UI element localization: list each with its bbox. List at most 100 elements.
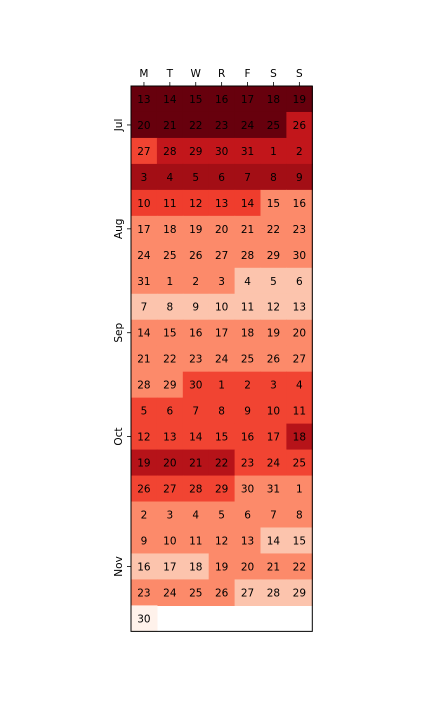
heatmap-cell	[131, 241, 158, 269]
day-number-label: 6	[296, 276, 303, 288]
day-number-label: 17	[241, 94, 254, 106]
day-number-label: 19	[215, 561, 228, 573]
day-number-label: 2	[244, 380, 251, 392]
day-number-label: 27	[137, 146, 150, 158]
day-number-label: 22	[163, 354, 176, 366]
day-number-label: 5	[192, 172, 199, 184]
heatmap-cell	[156, 579, 184, 606]
day-number-label: 3	[141, 172, 148, 184]
heatmap-cell	[156, 189, 184, 217]
day-number-label: 25	[267, 120, 280, 132]
heatmap-cell	[234, 189, 262, 217]
heatmap-cell	[260, 86, 287, 113]
day-number-label: 27	[215, 250, 228, 262]
heatmap-cells	[131, 86, 313, 632]
heatmap-cell	[156, 137, 184, 165]
heatmap-cell	[182, 86, 210, 113]
day-number-label: 20	[163, 458, 176, 470]
weekday-tick-label: W	[191, 68, 202, 80]
day-number-label: 4	[296, 380, 303, 392]
heatmap-cell	[131, 605, 158, 632]
heatmap-cell	[156, 319, 184, 347]
day-number-label: 7	[141, 302, 148, 314]
day-number-label: 18	[293, 432, 306, 444]
day-number-label: 24	[267, 458, 281, 470]
heatmap-cell	[131, 553, 158, 581]
day-number-label: 17	[267, 432, 280, 444]
day-number-label: 11	[293, 406, 306, 418]
heatmap-cell	[260, 111, 287, 139]
day-number-label: 22	[267, 224, 280, 236]
day-number-label: 28	[267, 587, 280, 599]
day-number-label: 26	[293, 120, 307, 132]
heatmap-cell	[234, 397, 262, 425]
heatmap-cell	[156, 111, 184, 139]
day-number-label: 11	[163, 198, 176, 210]
heatmap-cell	[208, 501, 236, 529]
day-number-label: 23	[293, 224, 306, 236]
day-number-label: 28	[163, 146, 176, 158]
day-number-label: 18	[163, 224, 176, 236]
day-number-label: 22	[293, 561, 306, 573]
month-tick-label: Sep	[113, 322, 125, 342]
day-number-label: 23	[189, 354, 202, 366]
day-number-label: 15	[293, 535, 306, 547]
heatmap-cell	[208, 553, 236, 581]
heatmap-cell	[234, 241, 262, 269]
day-number-label: 13	[163, 432, 176, 444]
weekday-tick-label: R	[218, 68, 225, 80]
day-number-label: 4	[244, 276, 251, 288]
heatmap-cell	[182, 163, 210, 191]
day-number-label: 30	[189, 380, 202, 392]
day-number-label: 29	[267, 250, 280, 262]
day-number-label: 10	[267, 406, 280, 418]
day-number-label: 20	[215, 224, 228, 236]
day-number-label: 5	[218, 510, 225, 522]
heatmap-cell	[286, 215, 313, 243]
day-number-label: 9	[192, 302, 199, 314]
day-number-label: 23	[215, 120, 228, 132]
heatmap-cell	[286, 449, 313, 477]
heatmap-cell	[234, 137, 262, 165]
heatmap-cell	[234, 579, 262, 606]
heatmap-cell	[260, 241, 287, 269]
heatmap-cell	[234, 371, 262, 399]
day-number-label: 21	[267, 561, 280, 573]
heatmap-cell	[286, 527, 313, 555]
day-number-label: 3	[167, 510, 174, 522]
day-number-label: 28	[189, 484, 202, 496]
day-number-label: 1	[296, 484, 303, 496]
heatmap-cell	[260, 189, 287, 217]
heatmap-cell	[208, 345, 236, 373]
heatmap-cell	[182, 553, 210, 581]
heatmap-cell	[286, 267, 313, 295]
heatmap-cell	[234, 527, 262, 555]
heatmap-cell	[182, 501, 210, 529]
heatmap-cell	[208, 423, 236, 451]
heatmap-cell	[182, 319, 210, 347]
day-number-label: 21	[137, 354, 150, 366]
heatmap-cell	[182, 423, 210, 451]
day-number-label: 6	[218, 172, 225, 184]
day-number-label: 16	[137, 561, 151, 573]
heatmap-cell	[156, 501, 184, 529]
day-number-label: 2	[296, 146, 303, 158]
day-number-label: 16	[293, 198, 307, 210]
day-number-label: 7	[270, 510, 277, 522]
day-number-label: 18	[241, 328, 254, 340]
heatmap-cell	[182, 137, 210, 165]
heatmap-cell	[234, 86, 262, 113]
day-number-label: 13	[215, 198, 228, 210]
heatmap-cell	[208, 111, 236, 139]
day-number-label: 27	[163, 484, 176, 496]
day-number-label: 15	[215, 432, 228, 444]
day-number-label: 29	[189, 146, 202, 158]
day-number-label: 15	[163, 328, 176, 340]
day-number-label: 8	[270, 172, 277, 184]
day-number-label: 19	[189, 224, 202, 236]
heatmap-cell	[131, 137, 158, 165]
heatmap-cell	[208, 449, 236, 477]
heatmap-cell	[208, 215, 236, 243]
weekday-tick-label: S	[296, 68, 303, 80]
